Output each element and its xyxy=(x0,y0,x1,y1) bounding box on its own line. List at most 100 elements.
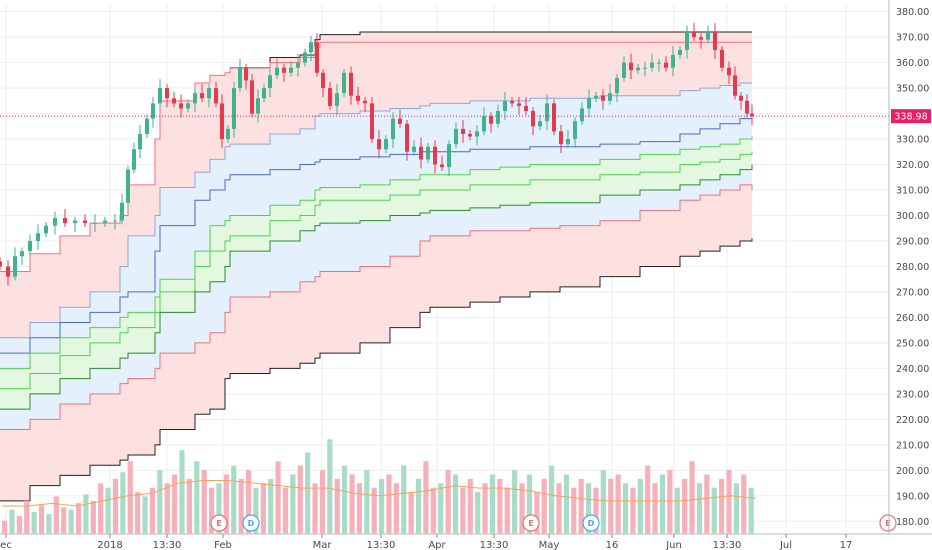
candle-body[interactable] xyxy=(151,103,155,119)
candle-body[interactable] xyxy=(713,32,717,50)
candle-body[interactable] xyxy=(103,220,107,224)
candle-body[interactable] xyxy=(232,88,236,129)
candle-body[interactable] xyxy=(132,149,136,170)
candle-body[interactable] xyxy=(342,72,346,94)
dividend-marker[interactable]: D xyxy=(242,514,260,532)
candle-body[interactable] xyxy=(622,62,626,78)
candle-body[interactable] xyxy=(398,118,402,124)
earnings-marker[interactable]: E xyxy=(879,514,897,532)
candle-body[interactable] xyxy=(538,121,542,127)
candle-body[interactable] xyxy=(158,88,162,104)
candle-body[interactable] xyxy=(6,266,10,277)
candle-body[interactable] xyxy=(309,42,313,53)
candle-body[interactable] xyxy=(475,131,479,137)
candle-body[interactable] xyxy=(587,98,591,109)
candle-body[interactable] xyxy=(28,240,32,252)
candle-body[interactable] xyxy=(296,62,300,68)
candle-body[interactable] xyxy=(363,100,367,104)
candle-body[interactable] xyxy=(643,67,647,69)
candle-body[interactable] xyxy=(220,103,224,140)
dividend-marker[interactable]: D xyxy=(582,514,600,532)
candle-body[interactable] xyxy=(426,146,430,160)
candle-body[interactable] xyxy=(391,118,395,140)
candle-body[interactable] xyxy=(468,133,472,137)
candle-body[interactable] xyxy=(433,146,437,165)
candle-body[interactable] xyxy=(685,32,689,50)
candle-body[interactable] xyxy=(0,261,2,267)
candle-body[interactable] xyxy=(594,95,598,99)
candle-body[interactable] xyxy=(377,139,381,150)
candle-body[interactable] xyxy=(289,67,293,73)
candle-body[interactable] xyxy=(200,93,204,99)
candle-body[interactable] xyxy=(524,105,528,112)
candle-body[interactable] xyxy=(750,113,754,117)
candle-body[interactable] xyxy=(545,103,549,122)
candle-body[interactable] xyxy=(63,218,67,224)
candle-body[interactable] xyxy=(727,67,731,76)
candle-body[interactable] xyxy=(496,111,500,124)
candle-body[interactable] xyxy=(73,220,77,224)
candle-body[interactable] xyxy=(275,67,279,76)
candle-body[interactable] xyxy=(328,88,332,106)
candle-body[interactable] xyxy=(93,223,97,225)
candle-body[interactable] xyxy=(650,62,654,68)
candle-body[interactable] xyxy=(566,139,570,145)
candle-body[interactable] xyxy=(692,32,696,38)
candle-body[interactable] xyxy=(349,72,353,96)
candle-body[interactable] xyxy=(405,123,409,152)
candle-body[interactable] xyxy=(36,233,40,241)
candle-body[interactable] xyxy=(503,100,507,112)
candle-body[interactable] xyxy=(510,100,514,104)
candle-body[interactable] xyxy=(282,67,286,73)
candle-body[interactable] xyxy=(244,67,248,81)
candle-body[interactable] xyxy=(315,42,319,73)
candlesticks[interactable] xyxy=(0,23,754,286)
candle-body[interactable] xyxy=(615,77,619,94)
candle-body[interactable] xyxy=(138,133,142,150)
candle-body[interactable] xyxy=(440,164,444,168)
candle-body[interactable] xyxy=(461,128,465,134)
candle-body[interactable] xyxy=(517,103,521,106)
candle-body[interactable] xyxy=(531,111,535,127)
candle-body[interactable] xyxy=(53,218,57,226)
candle-body[interactable] xyxy=(207,88,211,99)
candle-body[interactable] xyxy=(706,32,710,40)
candle-body[interactable] xyxy=(321,72,325,89)
candle-body[interactable] xyxy=(447,144,451,168)
candle-body[interactable] xyxy=(580,108,584,122)
candle-body[interactable] xyxy=(608,93,612,101)
candle-body[interactable] xyxy=(699,37,703,40)
candle-body[interactable] xyxy=(454,128,458,145)
candle-body[interactable] xyxy=(370,103,374,140)
candle-body[interactable] xyxy=(250,80,254,114)
candle-body[interactable] xyxy=(20,251,24,257)
candle-body[interactable] xyxy=(83,220,87,224)
candle-body[interactable] xyxy=(739,95,743,101)
candle-body[interactable] xyxy=(179,103,183,109)
candle-body[interactable] xyxy=(489,116,493,124)
candle-body[interactable] xyxy=(113,220,117,222)
candle-body[interactable] xyxy=(657,62,661,64)
candle-body[interactable] xyxy=(745,100,749,114)
candle-body[interactable] xyxy=(226,128,230,140)
candle-body[interactable] xyxy=(573,121,577,140)
earnings-marker[interactable]: E xyxy=(210,514,228,532)
candle-body[interactable] xyxy=(629,62,633,71)
candle-body[interactable] xyxy=(412,146,416,152)
candle-body[interactable] xyxy=(636,67,640,71)
candle-body[interactable] xyxy=(268,75,272,89)
candle-body[interactable] xyxy=(720,49,724,68)
candle-body[interactable] xyxy=(384,139,388,150)
candle-body[interactable] xyxy=(664,62,668,68)
candle-body[interactable] xyxy=(186,103,190,109)
candle-body[interactable] xyxy=(482,116,486,132)
candle-body[interactable] xyxy=(601,95,605,101)
candle-body[interactable] xyxy=(552,103,556,132)
earnings-marker[interactable]: E xyxy=(522,514,540,532)
candle-body[interactable] xyxy=(262,88,266,99)
candle-body[interactable] xyxy=(214,88,218,104)
candle-body[interactable] xyxy=(120,202,124,221)
